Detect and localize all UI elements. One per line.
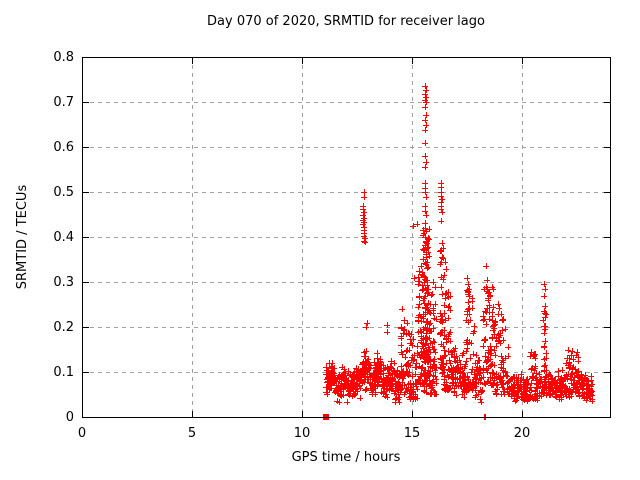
x-tick-label: 20: [513, 426, 531, 441]
data-points-plus: [323, 83, 595, 420]
y-tick-label: 0.7: [53, 95, 74, 110]
chart-title: Day 070 of 2020, SRMTID for receiver lag…: [207, 14, 485, 29]
x-tick-label: 0: [77, 426, 87, 441]
y-tick-label: 0.5: [53, 185, 74, 200]
scatter-markers: [323, 83, 595, 420]
x-tick-label: 10: [293, 426, 311, 441]
y-tick-label: 0.2: [53, 320, 74, 335]
plot-border-and-ticks: [82, 57, 611, 418]
y-tick-label: 0.6: [53, 140, 74, 155]
y-tick-label: 0: [65, 410, 74, 425]
y-tick-label: 0.8: [53, 50, 74, 65]
x-tick-label: 5: [187, 426, 197, 441]
gridlines: [82, 57, 610, 417]
x-tick-label: 15: [403, 426, 421, 441]
y-tick-label: 0.4: [53, 230, 74, 245]
x-axis-label: GPS time / hours: [291, 450, 401, 465]
y-tick-label: 0.1: [53, 365, 74, 380]
y-tick-label: 0.3: [53, 275, 74, 290]
